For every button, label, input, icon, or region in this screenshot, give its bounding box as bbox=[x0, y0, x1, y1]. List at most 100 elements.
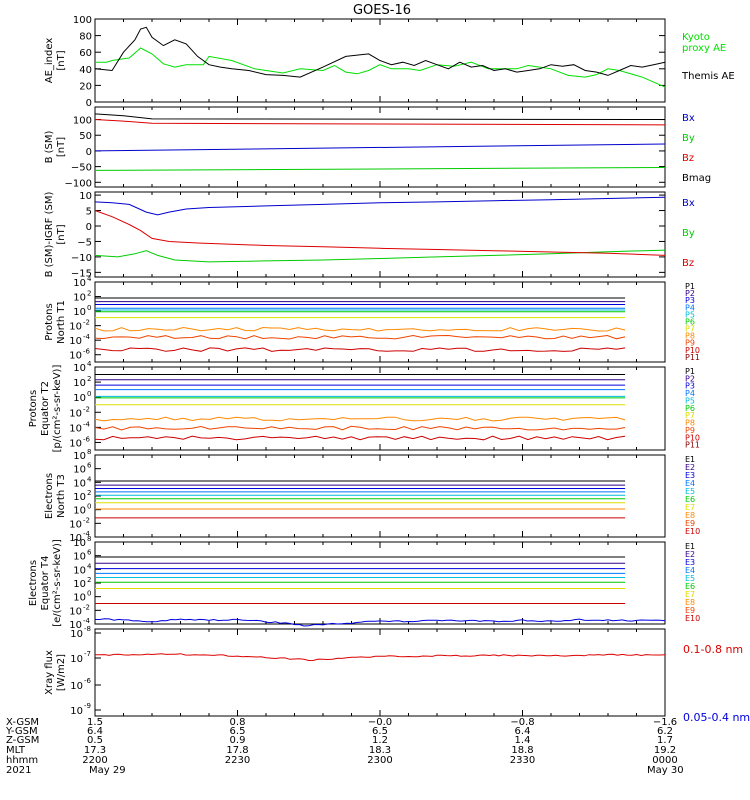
y-tick-label: 5 bbox=[86, 207, 92, 218]
y-tick-label: 10 bbox=[69, 351, 82, 362]
y-tick-exponent: -6 bbox=[83, 348, 91, 356]
axis-row-label: X-GSM bbox=[6, 717, 39, 728]
y-tick-exponent: 0 bbox=[87, 503, 91, 511]
legend-series-by: By bbox=[682, 228, 695, 239]
y-tick-label: 0 bbox=[86, 98, 92, 109]
y-tick-label: 100 bbox=[73, 116, 92, 127]
legend-series-e9: E9 bbox=[685, 519, 695, 528]
y-tick-exponent: 2 bbox=[87, 489, 91, 497]
y-axis-label: Equator T2 bbox=[40, 381, 51, 436]
y-axis-label: North T1 bbox=[56, 300, 67, 344]
series-0-1-0-8-nm bbox=[95, 653, 666, 662]
y-tick-label: 10 bbox=[69, 438, 82, 449]
series-p8 bbox=[94, 326, 626, 332]
y-tick-label: −50 bbox=[71, 163, 92, 174]
series-by bbox=[94, 249, 666, 263]
axis-cell: 1.2 bbox=[372, 735, 388, 746]
y-axis-label: Protons bbox=[28, 390, 39, 427]
legend-series-p2: P2 bbox=[685, 374, 695, 383]
y-axis-label: North T3 bbox=[56, 474, 67, 518]
series-themis-ae bbox=[94, 26, 666, 78]
legend-series-kyoto-proxy-ae: Kyoto bbox=[682, 32, 710, 43]
axis-cell: 17.3 bbox=[84, 745, 106, 756]
axis-cell: 6.2 bbox=[657, 726, 673, 737]
y-tick-label: 10 bbox=[69, 423, 82, 434]
legend-series-e3: E3 bbox=[685, 471, 695, 480]
y-tick-label: 10 bbox=[69, 408, 82, 419]
legend-series-p6: P6 bbox=[685, 404, 695, 413]
legend-series-p5: P5 bbox=[685, 310, 695, 319]
y-tick-label: −15 bbox=[71, 268, 92, 279]
y-tick-label: 10 bbox=[73, 506, 86, 517]
legend-series-p10: P10 bbox=[685, 433, 700, 442]
axis-cell: 19.2 bbox=[654, 745, 676, 756]
y-axis-label: [p/(cm²-s-sr-keV)] bbox=[52, 365, 63, 453]
y-axis-label: [W/m2] bbox=[56, 654, 67, 691]
legend-series-p3: P3 bbox=[685, 296, 695, 305]
series-p9 bbox=[94, 334, 626, 340]
legend-series-p8: P8 bbox=[685, 419, 695, 428]
legend-series-0-05-0-4-nm: 0.05-0.4 nm bbox=[683, 711, 750, 724]
legend-series-e4: E4 bbox=[685, 479, 695, 488]
axis-cell: 6.4 bbox=[87, 726, 103, 737]
y-tick-label: 10 bbox=[69, 620, 82, 631]
y-axis-label: Equator T4 bbox=[40, 556, 51, 611]
y-tick-label: 10 bbox=[69, 519, 82, 530]
y-tick-exponent: 0 bbox=[87, 590, 91, 598]
y-tick-label: 10 bbox=[73, 593, 86, 604]
y-axis-label: B (SM)-IGRF (SM) bbox=[44, 192, 55, 278]
y-tick-label: −100 bbox=[65, 178, 92, 189]
y-tick-label: 10 bbox=[73, 552, 86, 563]
y-tick-exponent: 2 bbox=[87, 375, 91, 383]
y-tick-exponent: 0 bbox=[87, 390, 91, 398]
legend-series-p2: P2 bbox=[685, 289, 695, 298]
y-tick-label: 10 bbox=[69, 533, 82, 544]
legend-series-p1: P1 bbox=[685, 367, 695, 376]
axis-row-label: Y-GSM bbox=[5, 726, 38, 737]
legend-series-p4: P4 bbox=[685, 389, 695, 398]
y-tick-label: 10 bbox=[70, 681, 83, 692]
axis-cell: May 30 bbox=[647, 765, 684, 776]
legend-series-bx: Bx bbox=[682, 198, 695, 209]
axis-cell: −1.6 bbox=[653, 717, 677, 728]
y-tick-exponent: 6 bbox=[87, 549, 92, 557]
y-tick-exponent: -7 bbox=[84, 650, 91, 658]
y-tick-label: 10 bbox=[69, 322, 82, 333]
legend-series-p5: P5 bbox=[685, 396, 695, 405]
y-tick-exponent: 2 bbox=[87, 576, 91, 584]
y-axis-label: Electrons bbox=[28, 560, 39, 606]
axis-cell: 17.8 bbox=[226, 745, 248, 756]
y-tick-label: 80 bbox=[79, 32, 92, 43]
axis-cell: 0000 bbox=[652, 755, 677, 766]
y-tick-label: 40 bbox=[79, 65, 92, 76]
series-p10 bbox=[94, 435, 626, 441]
legend-series-e6: E6 bbox=[685, 582, 695, 591]
y-tick-label: 10 bbox=[73, 538, 86, 549]
y-tick-label: 10 bbox=[73, 492, 86, 503]
y-tick-exponent: 4 bbox=[87, 275, 92, 283]
y-tick-exponent: -2 bbox=[83, 405, 90, 413]
legend-series-p9: P9 bbox=[685, 426, 695, 435]
y-tick-label: 10 bbox=[73, 478, 86, 489]
y-tick-label: 100 bbox=[73, 15, 92, 26]
axis-cell: −0.8 bbox=[510, 717, 534, 728]
chart-title: GOES-16 bbox=[353, 3, 411, 18]
y-tick-exponent: -4 bbox=[83, 617, 91, 625]
y-tick-label: 0 bbox=[86, 222, 92, 233]
y-tick-label: 10 bbox=[70, 706, 83, 717]
legend-series-p4: P4 bbox=[685, 303, 695, 312]
y-tick-label: 10 bbox=[73, 579, 86, 590]
y-tick-exponent: -4 bbox=[83, 333, 91, 341]
y-axis-label: [nT] bbox=[56, 224, 67, 244]
legend-series-e10: E10 bbox=[685, 614, 700, 623]
y-tick-label: 10 bbox=[70, 654, 83, 665]
legend-series-e5: E5 bbox=[685, 487, 695, 496]
y-axis-label: Xray flux bbox=[44, 650, 55, 695]
axis-cell: 1.4 bbox=[515, 735, 531, 746]
legend-series-bx: Bx bbox=[682, 113, 695, 124]
